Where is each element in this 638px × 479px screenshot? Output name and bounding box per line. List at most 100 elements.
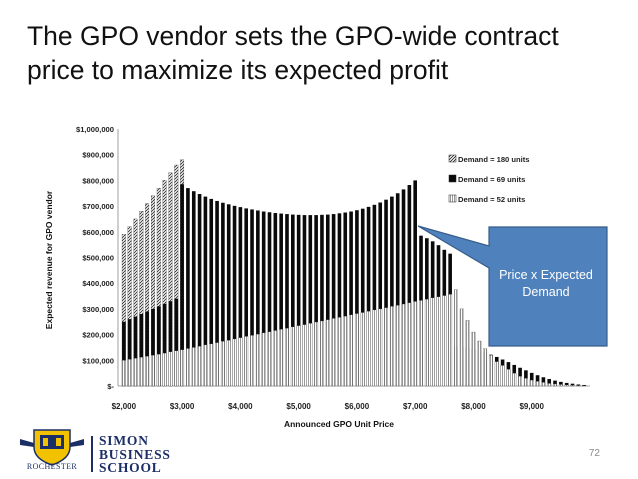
bar-series-2 xyxy=(483,348,488,387)
bar-series-2 xyxy=(320,320,324,387)
bar-series-2 xyxy=(529,379,534,387)
bar-series-1 xyxy=(413,180,417,386)
bar-series-2 xyxy=(325,319,330,387)
bar-series-1 xyxy=(547,379,552,386)
bar-series-2 xyxy=(459,308,464,387)
bar-series-2 xyxy=(191,347,196,387)
x-tick-label: $4,000 xyxy=(228,402,253,411)
bar-series-1 xyxy=(191,191,196,386)
bar-series-2 xyxy=(523,378,528,387)
bar-series-2 xyxy=(244,336,249,387)
bar-series-2 xyxy=(250,335,254,387)
bar-series-1 xyxy=(529,372,534,386)
bar-series-1 xyxy=(156,306,161,386)
simon-business-school-logo: SIMON BUSINESS SCHOOL xyxy=(99,434,171,475)
bar-series-2 xyxy=(506,369,511,387)
bar-series-1 xyxy=(559,381,563,386)
legend-swatch xyxy=(448,154,457,163)
bar-series-2 xyxy=(395,305,400,387)
bar-series-1 xyxy=(203,196,208,386)
bar-series-1 xyxy=(401,189,406,386)
bar-series-1 xyxy=(524,370,528,386)
bar-series-1 xyxy=(215,200,219,386)
bar-series-1 xyxy=(291,214,295,386)
y-tick-label: $100,000 xyxy=(82,356,114,365)
y-axis-label: Expected revenue for GPO vendor xyxy=(44,190,54,329)
bar-series-2 xyxy=(121,360,126,387)
x-tick-label: $7,000 xyxy=(403,402,428,411)
bar-series-1 xyxy=(372,204,377,386)
bar-series-2 xyxy=(448,294,453,387)
bar-series-1 xyxy=(174,298,179,386)
bar-series-1 xyxy=(331,214,336,386)
bar-series-1 xyxy=(320,214,324,386)
x-tick-label: $5,000 xyxy=(286,402,311,411)
bar-series-2 xyxy=(174,350,179,387)
bar-series-2 xyxy=(354,313,359,387)
series-demand-52 xyxy=(121,289,587,387)
bar-series-2 xyxy=(389,306,394,387)
bar-series-1 xyxy=(349,211,353,386)
bar-series-1 xyxy=(279,213,283,386)
bar-series-1 xyxy=(232,205,237,386)
bar-series-1 xyxy=(238,207,243,386)
bar-series-1 xyxy=(325,214,330,386)
bar-series-1 xyxy=(343,212,348,386)
bar-series-1 xyxy=(378,202,383,386)
bar-series-1 xyxy=(256,210,260,386)
bar-series-2 xyxy=(407,302,412,387)
bar-series-1 xyxy=(407,185,412,386)
bar-series-2 xyxy=(419,300,423,387)
bar-series-2 xyxy=(570,385,575,387)
bar-series-1 xyxy=(180,184,184,386)
bar-series-1 xyxy=(127,319,132,386)
bar-series-1 xyxy=(564,382,569,386)
y-tick-label: $- xyxy=(107,382,114,391)
y-tick-label: $300,000 xyxy=(82,305,114,314)
legend-swatch xyxy=(448,174,457,183)
bar-series-1 xyxy=(226,204,231,386)
bar-series-1 xyxy=(244,208,248,386)
bar-series-1 xyxy=(221,202,225,386)
bar-series-2 xyxy=(349,314,354,387)
y-tick-label: $500,000 xyxy=(82,254,114,263)
bar-series-1 xyxy=(366,206,371,386)
y-tick-label: $600,000 xyxy=(82,228,114,237)
x-tick-label: $8,000 xyxy=(461,402,486,411)
bar-series-2 xyxy=(454,289,458,387)
bar-series-2 xyxy=(413,301,418,387)
bar-series-1 xyxy=(360,208,365,386)
bar-series-1 xyxy=(162,303,167,386)
callout-text: Price x Expected Demand xyxy=(487,267,605,301)
bar-series-2 xyxy=(471,331,476,387)
bar-series-1 xyxy=(308,215,313,386)
bar-series-2 xyxy=(139,357,144,387)
page-number: 72 xyxy=(588,448,600,459)
bar-series-2 xyxy=(558,384,563,387)
bar-series-2 xyxy=(553,383,557,387)
logo-divider xyxy=(91,436,93,472)
bar-series-1 xyxy=(151,308,155,386)
bar-series-2 xyxy=(267,331,272,387)
bar-series-1 xyxy=(145,311,149,386)
bar-series-1 xyxy=(197,194,202,386)
bar-series-2 xyxy=(518,376,523,387)
bar-series-2 xyxy=(255,333,260,387)
bar-series-2 xyxy=(442,295,447,387)
bar-series-2 xyxy=(226,340,231,387)
bar-series-2 xyxy=(197,346,202,387)
bar-series-1 xyxy=(209,198,214,386)
bar-series-2 xyxy=(145,356,150,387)
bar-series-2 xyxy=(512,373,517,387)
bar-series-2 xyxy=(151,355,155,387)
bar-series-2 xyxy=(127,359,132,387)
x-tick-label: $3,000 xyxy=(170,402,195,411)
bar-series-2 xyxy=(308,323,313,387)
bar-series-2 xyxy=(360,312,365,387)
callout-line-1: Price x Expected xyxy=(499,268,593,282)
bar-series-1 xyxy=(582,384,586,386)
bar-series-2 xyxy=(162,352,167,387)
bar-series-2 xyxy=(576,385,581,387)
logo-line-3: SCHOOL xyxy=(99,460,162,475)
